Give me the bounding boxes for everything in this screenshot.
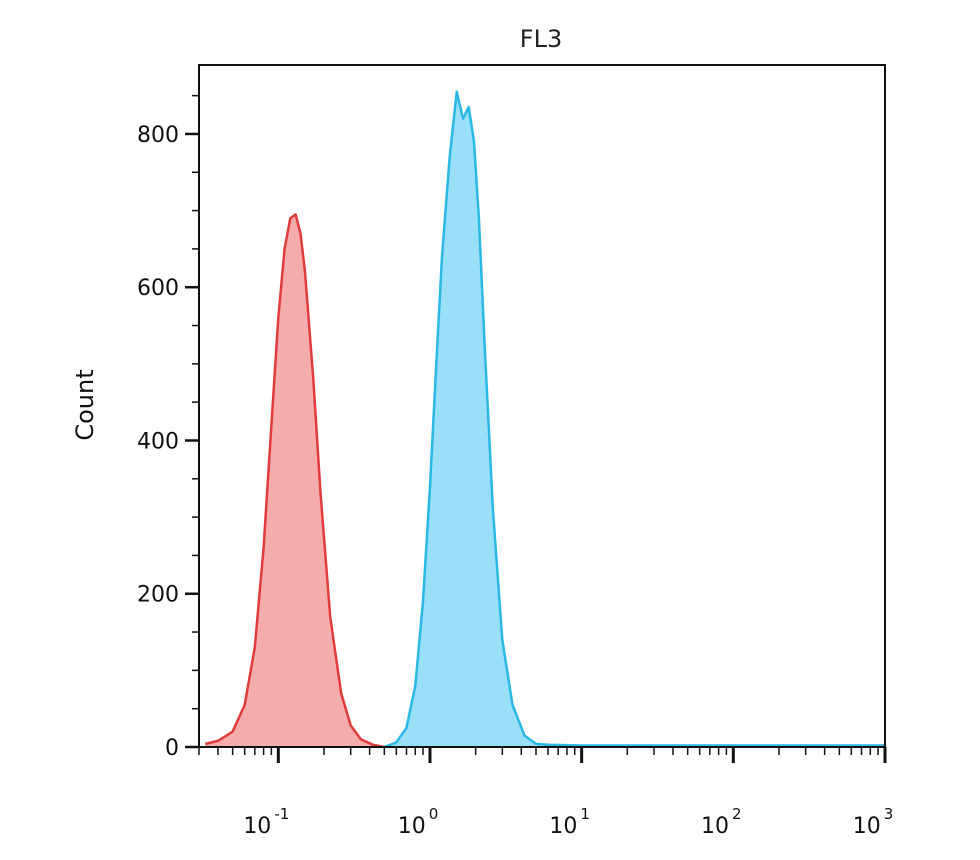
x-tick-label: 10 -1 [243,805,289,839]
y-tick-label: 600 [137,276,179,301]
y-tick-label: 0 [165,736,179,761]
y-axis: 0 200 400 600 800 [137,94,199,761]
series-0-area [205,214,385,747]
series-1-area [384,91,885,748]
x-tick-label: 10 1 [549,805,590,839]
y-tick-label: 800 [137,123,179,148]
plot-frame [198,64,886,748]
series-0-line [205,213,385,749]
y-axis-label: Count [71,369,99,440]
series-layer [205,90,885,749]
x-axis: 10 -1 10 0 10 1 10 2 10 3 [198,747,894,839]
chart-title: FL3 [520,25,562,53]
x-tick-label: 10 0 [398,805,439,839]
x-tick-label: 10 3 [853,805,894,839]
y-tick-label: 400 [137,429,179,454]
x-tick-label: 10 2 [701,805,742,839]
series-1-line [383,90,885,749]
y-tick-label: 200 [137,583,179,608]
